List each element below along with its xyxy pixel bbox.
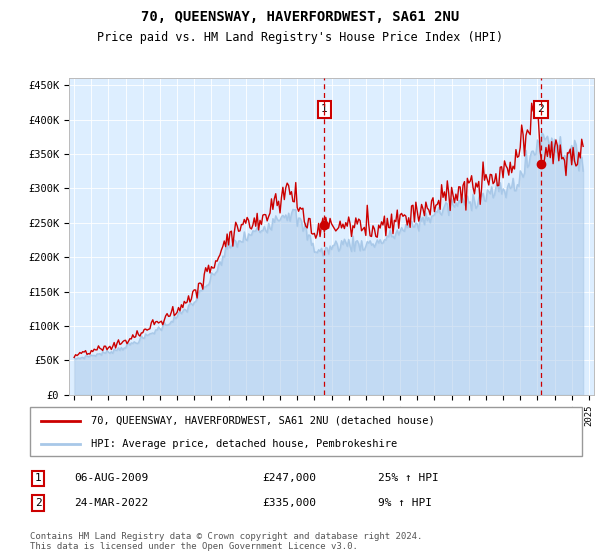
Text: £247,000: £247,000 — [262, 473, 316, 483]
Text: 70, QUEENSWAY, HAVERFORDWEST, SA61 2NU: 70, QUEENSWAY, HAVERFORDWEST, SA61 2NU — [141, 10, 459, 24]
Text: 25% ↑ HPI: 25% ↑ HPI — [378, 473, 439, 483]
Text: £335,000: £335,000 — [262, 498, 316, 508]
Text: 2: 2 — [538, 104, 544, 114]
Text: 1: 1 — [35, 473, 41, 483]
Text: 1: 1 — [321, 104, 328, 114]
Text: Price paid vs. HM Land Registry's House Price Index (HPI): Price paid vs. HM Land Registry's House … — [97, 31, 503, 44]
Text: 70, QUEENSWAY, HAVERFORDWEST, SA61 2NU (detached house): 70, QUEENSWAY, HAVERFORDWEST, SA61 2NU (… — [91, 416, 434, 426]
Text: 24-MAR-2022: 24-MAR-2022 — [74, 498, 148, 508]
Text: Contains HM Land Registry data © Crown copyright and database right 2024.
This d: Contains HM Land Registry data © Crown c… — [30, 532, 422, 552]
Text: 06-AUG-2009: 06-AUG-2009 — [74, 473, 148, 483]
Text: 9% ↑ HPI: 9% ↑ HPI — [378, 498, 432, 508]
FancyBboxPatch shape — [30, 407, 582, 456]
Text: HPI: Average price, detached house, Pembrokeshire: HPI: Average price, detached house, Pemb… — [91, 439, 397, 449]
Text: 2: 2 — [35, 498, 41, 508]
